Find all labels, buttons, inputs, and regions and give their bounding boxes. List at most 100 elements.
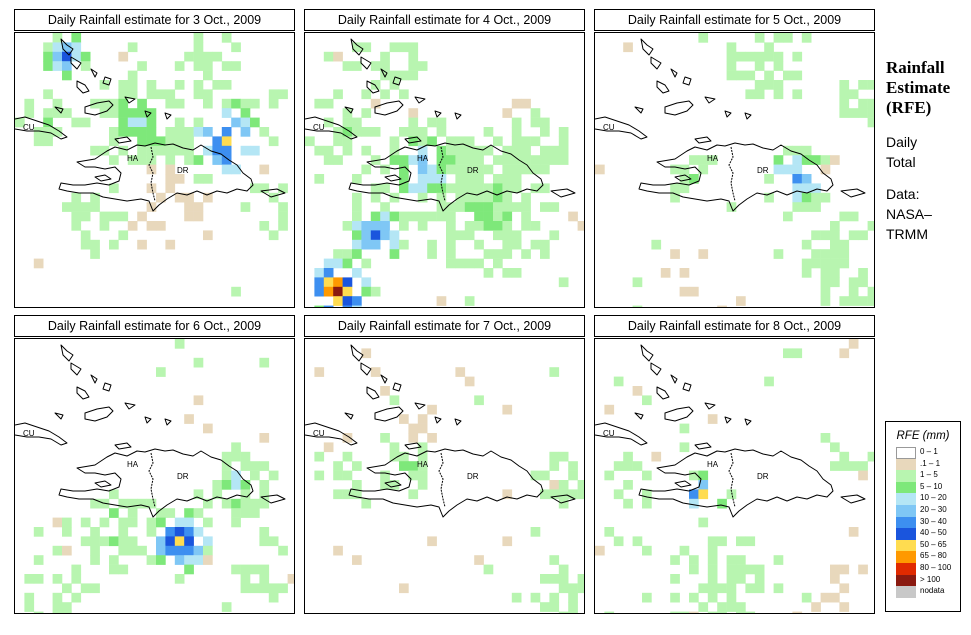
- rain-cell: [71, 192, 82, 203]
- rain-cell: [156, 145, 166, 156]
- rain-cells: [595, 33, 874, 307]
- rain-cell: [118, 564, 129, 575]
- rain-cell: [221, 164, 232, 175]
- region-label-ha: HA: [127, 154, 139, 163]
- rain-cell: [314, 174, 325, 184]
- rain-cell: [558, 127, 569, 137]
- rain-cell: [754, 80, 765, 90]
- coastline: [664, 406, 694, 422]
- rain-cell: [511, 183, 522, 194]
- rain-cell: [174, 536, 185, 547]
- rain-cell: [764, 42, 774, 53]
- rain-cell: [858, 470, 868, 481]
- rain-cell: [156, 545, 166, 556]
- rain-cell: [193, 508, 204, 518]
- rain-cell: [830, 155, 840, 165]
- rain-cell: [754, 574, 765, 584]
- rain-cell: [427, 249, 437, 259]
- rain-cell: [259, 527, 270, 537]
- rain-cell: [240, 508, 251, 518]
- country-border: [728, 146, 736, 202]
- rain-cell: [146, 517, 157, 528]
- rain-cell: [623, 461, 633, 471]
- rain-cell: [446, 155, 456, 165]
- rain-cell: [323, 258, 334, 269]
- rain-cell: [568, 583, 578, 594]
- rain-cell: [193, 42, 204, 53]
- rain-cell: [184, 155, 194, 165]
- rain-cell: [679, 423, 690, 434]
- rain-cell: [839, 239, 850, 250]
- coastline: [595, 116, 648, 140]
- rain-cell: [707, 564, 718, 575]
- rain-cell: [109, 211, 119, 222]
- rain-cell: [118, 211, 129, 222]
- rain-cell: [146, 555, 157, 565]
- rain-cell: [464, 136, 475, 147]
- coastline: [640, 344, 654, 362]
- rain-cell: [613, 489, 624, 500]
- rain-cell: [651, 451, 662, 462]
- rain-cell: [474, 395, 484, 406]
- rain-cell: [698, 164, 709, 175]
- rain-cell: [642, 395, 652, 406]
- legend-label: 50 – 65: [920, 539, 947, 549]
- rain-cell: [540, 602, 550, 612]
- rain-cell: [43, 117, 53, 128]
- region-label-cu: CU: [23, 123, 35, 132]
- rain-cell: [137, 61, 147, 71]
- rain-cell: [689, 498, 699, 509]
- rain-cell: [783, 164, 793, 175]
- rain-cell: [745, 611, 756, 613]
- rain-cell: [52, 98, 63, 109]
- panel-title: Daily Rainfall estimate for 6 Oct., 2009: [14, 315, 295, 337]
- rain-cell: [464, 192, 475, 203]
- rain-cell: [848, 230, 859, 241]
- rain-cell: [240, 461, 251, 471]
- rain-cell: [323, 442, 334, 453]
- rain-cell: [109, 108, 119, 118]
- rain-cell: [568, 602, 578, 612]
- rain-cell: [568, 592, 578, 603]
- rain-cell: [839, 564, 850, 575]
- rain-cell: [250, 117, 260, 128]
- rain-cell: [137, 498, 147, 509]
- rain-cell: [417, 183, 428, 194]
- rain-cell: [417, 155, 428, 165]
- region-label-cu: CU: [603, 429, 615, 438]
- rain-cell: [399, 461, 409, 471]
- rain-cell: [726, 555, 737, 565]
- rain-cell: [483, 249, 494, 259]
- rain-cell: [717, 602, 727, 612]
- rain-cell: [109, 564, 119, 575]
- rain-cell: [99, 536, 110, 547]
- rain-cell: [370, 221, 381, 231]
- coastline: [724, 110, 732, 118]
- rain-cell: [352, 192, 362, 203]
- rain-cell: [62, 70, 72, 81]
- rain-cell: [530, 155, 541, 165]
- rain-cell: [726, 583, 737, 594]
- rain-cell: [540, 249, 550, 259]
- rain-cell: [342, 305, 353, 307]
- rain-cell: [109, 508, 119, 518]
- rain-cell: [736, 51, 746, 62]
- rain-cell: [240, 489, 251, 500]
- rain-cell: [568, 211, 578, 222]
- rain-cell: [43, 127, 53, 137]
- rain-cell: [521, 211, 531, 222]
- rain-cell: [361, 498, 372, 509]
- rain-cell: [137, 211, 147, 222]
- rain-cell: [670, 249, 680, 259]
- rain-cell: [352, 174, 362, 184]
- rain-cell: [109, 536, 119, 547]
- rain-cell: [352, 268, 362, 278]
- coastline: [76, 80, 90, 94]
- rain-cell: [118, 517, 129, 528]
- region-label-ha: HA: [417, 460, 429, 469]
- rain-cell: [830, 249, 840, 259]
- rain-cell: [530, 183, 541, 194]
- rain-cell: [830, 442, 840, 453]
- rain-cell: [764, 80, 774, 90]
- rain-cell: [408, 70, 419, 81]
